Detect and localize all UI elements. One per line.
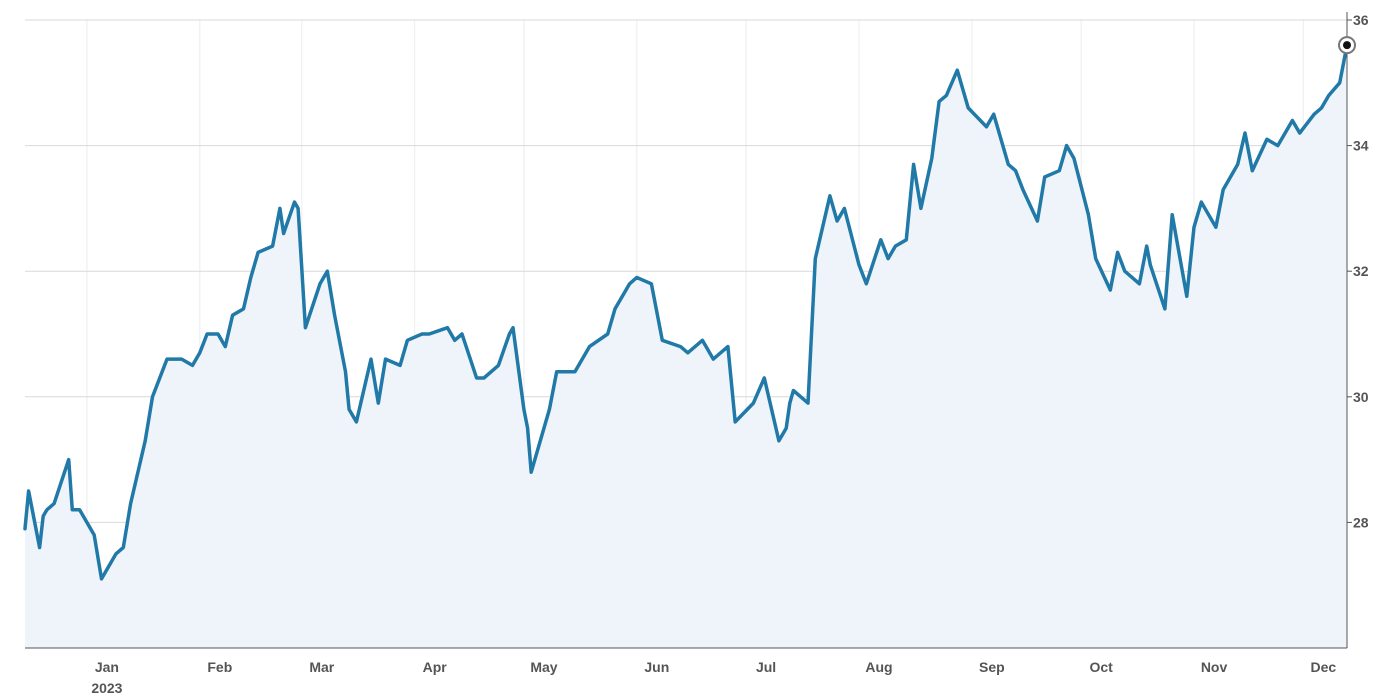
last-value-marker[interactable] <box>1338 36 1356 55</box>
price-area-fill <box>25 45 1347 649</box>
x-tick-label: Sep <box>979 659 1005 675</box>
y-tick-label: 36 <box>1353 12 1369 28</box>
y-axis-ticks: 36 34 32 30 28 <box>1347 12 1369 530</box>
y-tick-label: 34 <box>1353 138 1369 154</box>
x-tick-label: Aug <box>865 659 892 675</box>
x-tick-label: Jun <box>644 659 669 675</box>
y-tick-label: 28 <box>1353 514 1369 530</box>
price-line[interactable] <box>23 43 1349 581</box>
x-tick-sublabel: 2023 <box>91 680 122 696</box>
x-tick-label: Nov <box>1201 659 1228 675</box>
x-tick-label: Dec <box>1310 659 1336 675</box>
x-axis-ticks: Jan 2023 Feb Mar Apr May Jun Jul Aug Sep Oct Nov Dec <box>91 659 1336 696</box>
y-tick-label: 30 <box>1353 389 1369 405</box>
x-tick-label: Jan <box>95 659 119 675</box>
x-tick-label: Apr <box>423 659 448 675</box>
x-tick-label: May <box>530 659 557 675</box>
marker-dot <box>1343 41 1351 50</box>
x-tick-label: Jul <box>756 659 776 675</box>
y-tick-label: 32 <box>1353 263 1369 279</box>
x-tick-label: Oct <box>1089 659 1113 675</box>
x-tick-label: Feb <box>207 659 232 675</box>
x-tick-label: Mar <box>309 659 334 675</box>
